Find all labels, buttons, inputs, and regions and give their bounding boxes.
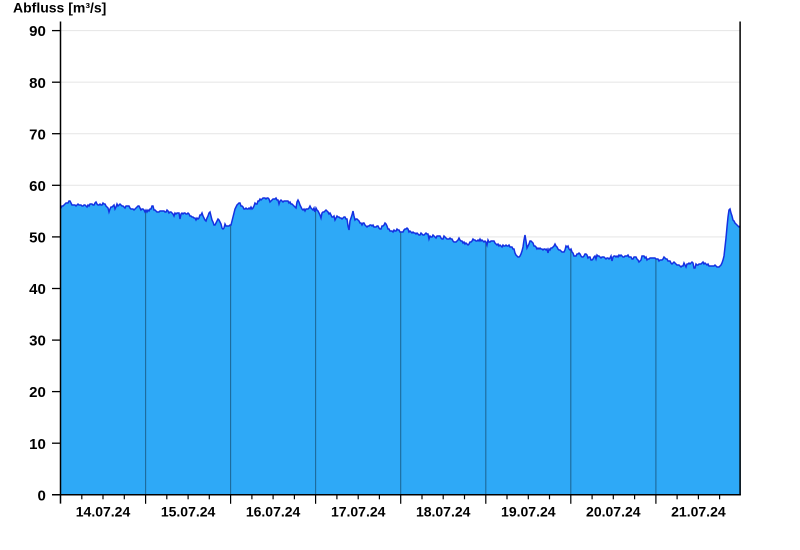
svg-text:20.07.24: 20.07.24 [586,504,641,520]
svg-text:60: 60 [29,178,46,195]
svg-text:15.07.24: 15.07.24 [161,504,216,520]
svg-text:16.07.24: 16.07.24 [246,504,301,520]
svg-text:50: 50 [29,230,46,247]
svg-text:20: 20 [29,384,46,401]
svg-text:0: 0 [37,487,45,504]
svg-text:19.07.24: 19.07.24 [501,504,556,520]
svg-text:17.07.24: 17.07.24 [331,504,386,520]
svg-text:40: 40 [29,281,46,298]
svg-text:90: 90 [29,23,46,40]
svg-text:21.07.24: 21.07.24 [671,504,726,520]
svg-text:18.07.24: 18.07.24 [416,504,471,520]
svg-text:70: 70 [29,126,46,143]
svg-text:80: 80 [29,75,46,92]
svg-text:Abfluss [m³/s]: Abfluss [m³/s] [13,0,106,16]
svg-text:14.07.24: 14.07.24 [76,504,131,520]
svg-text:10: 10 [29,436,46,453]
svg-text:30: 30 [29,333,46,350]
